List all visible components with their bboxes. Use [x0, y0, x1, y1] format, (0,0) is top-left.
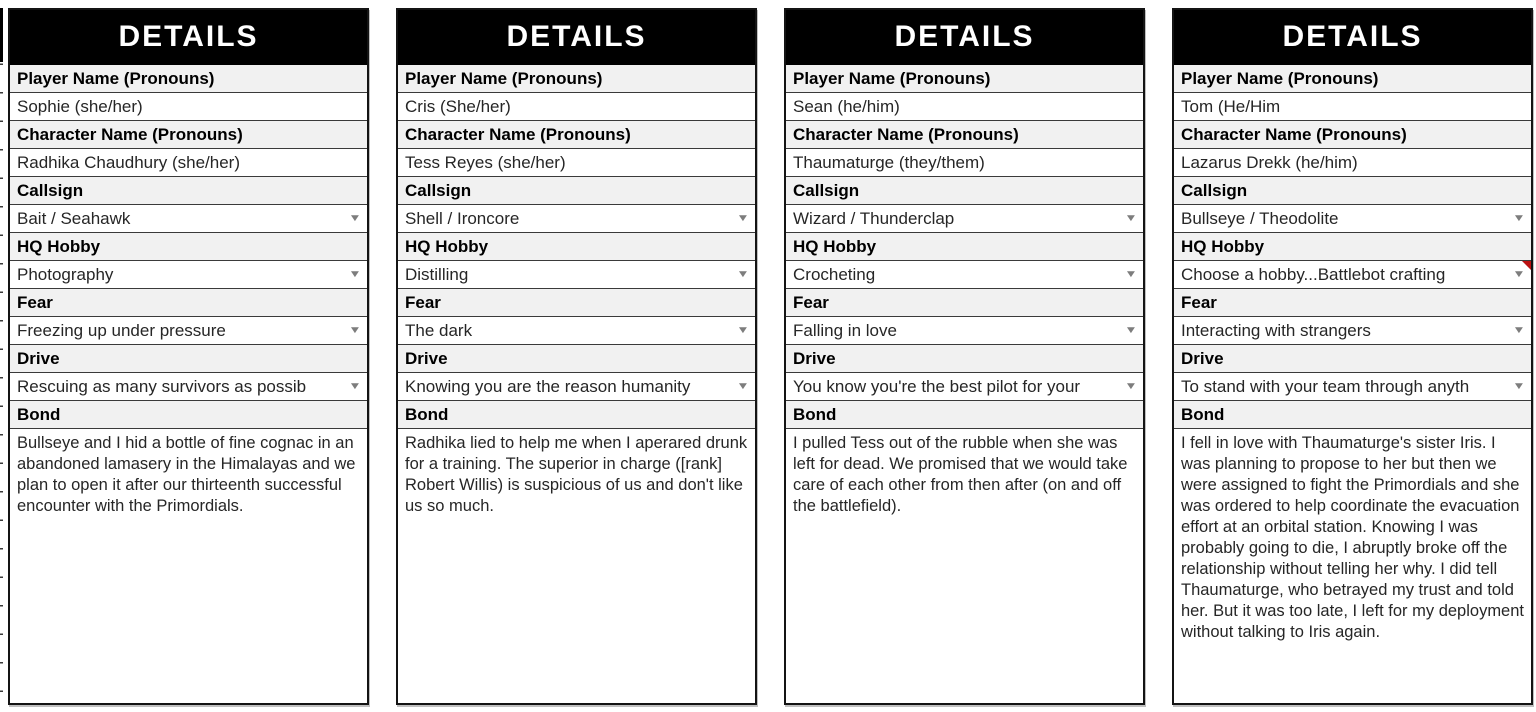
- drive-dropdown[interactable]: You know you're the best pilot for your ▼: [786, 373, 1143, 401]
- fear-dropdown[interactable]: The dark ▼: [398, 317, 755, 345]
- callsign-dropdown[interactable]: Bait / Seahawk ▼: [10, 205, 367, 233]
- card-header: DETAILS: [398, 10, 755, 65]
- card-header: DETAILS: [786, 10, 1143, 65]
- hq-hobby-dropdown[interactable]: Photography ▼: [10, 261, 367, 289]
- callsign-dropdown[interactable]: Wizard / Thunderclap ▼: [786, 205, 1143, 233]
- chevron-down-icon[interactable]: ▼: [1124, 324, 1138, 336]
- drive-dropdown[interactable]: Rescuing as many survivors as possib ▼: [10, 373, 367, 401]
- character-card-2: DETAILS Player Name (Pronouns) Cris (She…: [396, 8, 757, 705]
- bond-text-cell[interactable]: Bullseye and I hid a bottle of fine cogn…: [10, 429, 367, 703]
- fear-label: Fear: [10, 289, 367, 317]
- callsign-dropdown[interactable]: Shell / Ironcore ▼: [398, 205, 755, 233]
- chevron-down-icon[interactable]: ▼: [1124, 212, 1138, 224]
- player-name-cell[interactable]: Tom (He/Him: [1174, 93, 1531, 121]
- fear-dropdown[interactable]: Falling in love ▼: [786, 317, 1143, 345]
- callsign-label: Callsign: [10, 177, 367, 205]
- hq-hobby-label: HQ Hobby: [1174, 233, 1531, 261]
- chevron-down-icon[interactable]: ▼: [736, 380, 750, 392]
- character-card-1: DETAILS Player Name (Pronouns) Sophie (s…: [8, 8, 369, 705]
- hq-hobby-dropdown[interactable]: Crocheting ▼: [786, 261, 1143, 289]
- bond-label: Bond: [786, 401, 1143, 429]
- fear-label: Fear: [398, 289, 755, 317]
- callsign-dropdown[interactable]: Bullseye / Theodolite ▼: [1174, 205, 1531, 233]
- fear-label: Fear: [1174, 289, 1531, 317]
- chevron-down-icon[interactable]: ▼: [1512, 380, 1526, 392]
- drive-dropdown[interactable]: To stand with your team through anyth ▼: [1174, 373, 1531, 401]
- hq-hobby-label: HQ Hobby: [786, 233, 1143, 261]
- chevron-down-icon[interactable]: ▼: [348, 324, 362, 336]
- bond-text-cell[interactable]: I pulled Tess out of the rubble when she…: [786, 429, 1143, 703]
- character-details-board: DETAILS Player Name (Pronouns) Sophie (s…: [8, 8, 1533, 705]
- player-name-label: Player Name (Pronouns): [786, 65, 1143, 93]
- chevron-down-icon[interactable]: ▼: [1124, 380, 1138, 392]
- bond-label: Bond: [398, 401, 755, 429]
- drive-label: Drive: [786, 345, 1143, 373]
- chevron-down-icon[interactable]: ▼: [1512, 212, 1526, 224]
- character-name-cell[interactable]: Thaumaturge (they/them): [786, 149, 1143, 177]
- card-title: DETAILS: [1282, 20, 1423, 53]
- character-name-cell[interactable]: Tess Reyes (she/her): [398, 149, 755, 177]
- callsign-label: Callsign: [786, 177, 1143, 205]
- chevron-down-icon[interactable]: ▼: [348, 380, 362, 392]
- fear-dropdown[interactable]: Interacting with strangers ▼: [1174, 317, 1531, 345]
- chevron-down-icon[interactable]: ▼: [1512, 268, 1526, 280]
- hq-hobby-dropdown[interactable]: Distilling ▼: [398, 261, 755, 289]
- chevron-down-icon[interactable]: ▼: [736, 324, 750, 336]
- fear-label: Fear: [786, 289, 1143, 317]
- character-card-3: DETAILS Player Name (Pronouns) Sean (he/…: [784, 8, 1145, 705]
- chevron-down-icon[interactable]: ▼: [1512, 324, 1526, 336]
- clipped-neighbor-card: [0, 8, 3, 705]
- chevron-down-icon[interactable]: ▼: [736, 268, 750, 280]
- hq-hobby-label: HQ Hobby: [10, 233, 367, 261]
- callsign-label: Callsign: [1174, 177, 1531, 205]
- character-name-label: Character Name (Pronouns): [1174, 121, 1531, 149]
- comment-marker: [1522, 261, 1531, 270]
- chevron-down-icon[interactable]: ▼: [348, 268, 362, 280]
- character-name-cell[interactable]: Radhika Chaudhury (she/her): [10, 149, 367, 177]
- character-name-label: Character Name (Pronouns): [10, 121, 367, 149]
- bond-label: Bond: [10, 401, 367, 429]
- bond-text-cell[interactable]: I fell in love with Thaumaturge's sister…: [1174, 429, 1531, 703]
- drive-label: Drive: [1174, 345, 1531, 373]
- callsign-label: Callsign: [398, 177, 755, 205]
- hq-hobby-label: HQ Hobby: [398, 233, 755, 261]
- chevron-down-icon[interactable]: ▼: [736, 212, 750, 224]
- chevron-down-icon[interactable]: ▼: [1124, 268, 1138, 280]
- player-name-cell[interactable]: Cris (She/her): [398, 93, 755, 121]
- card-header: DETAILS: [10, 10, 367, 65]
- bond-text-cell[interactable]: Radhika lied to help me when I aperared …: [398, 429, 755, 703]
- fear-dropdown[interactable]: Freezing up under pressure ▼: [10, 317, 367, 345]
- card-title: DETAILS: [506, 20, 647, 53]
- hq-hobby-dropdown[interactable]: Choose a hobby...Battlebot crafting ▼: [1174, 261, 1531, 289]
- player-name-cell[interactable]: Sophie (she/her): [10, 93, 367, 121]
- chevron-down-icon[interactable]: ▼: [348, 212, 362, 224]
- player-name-label: Player Name (Pronouns): [1174, 65, 1531, 93]
- character-name-label: Character Name (Pronouns): [786, 121, 1143, 149]
- character-name-label: Character Name (Pronouns): [398, 121, 755, 149]
- player-name-label: Player Name (Pronouns): [10, 65, 367, 93]
- drive-label: Drive: [398, 345, 755, 373]
- card-title: DETAILS: [118, 20, 259, 53]
- character-name-cell[interactable]: Lazarus Drekk (he/him): [1174, 149, 1531, 177]
- card-header: DETAILS: [1174, 10, 1531, 65]
- card-title: DETAILS: [894, 20, 1035, 53]
- drive-label: Drive: [10, 345, 367, 373]
- drive-dropdown[interactable]: Knowing you are the reason humanity ▼: [398, 373, 755, 401]
- player-name-label: Player Name (Pronouns): [398, 65, 755, 93]
- character-card-4: DETAILS Player Name (Pronouns) Tom (He/H…: [1172, 8, 1533, 705]
- bond-label: Bond: [1174, 401, 1531, 429]
- player-name-cell[interactable]: Sean (he/him): [786, 93, 1143, 121]
